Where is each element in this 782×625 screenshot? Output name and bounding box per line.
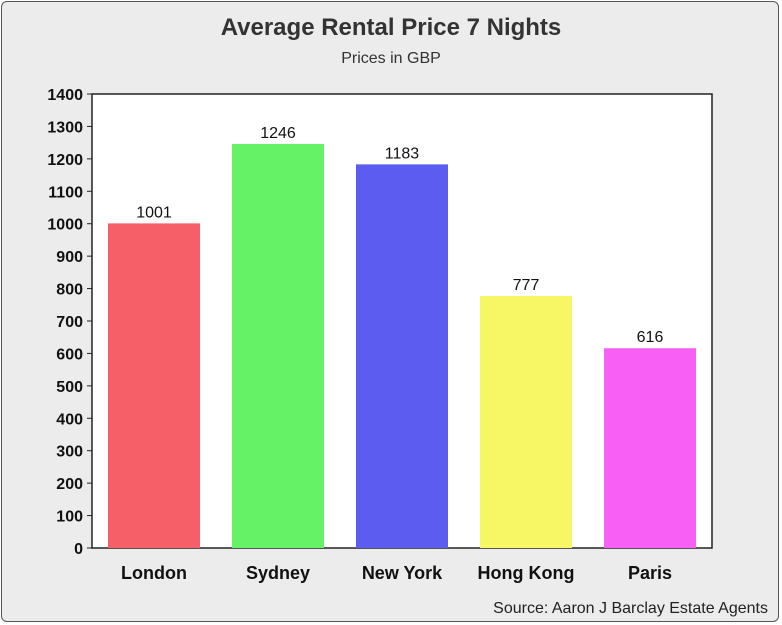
y-tick-label: 800 bbox=[56, 282, 83, 299]
bar-value-label: 777 bbox=[513, 277, 540, 294]
bar-value-label: 1001 bbox=[136, 204, 172, 221]
data-labels: 1001 1246 1183 777 616 bbox=[136, 125, 663, 346]
y-tick-label: 1100 bbox=[48, 184, 83, 201]
bar-value-label: 616 bbox=[637, 329, 664, 346]
bars bbox=[108, 143, 696, 548]
chart-title: Average Rental Price 7 Nights bbox=[220, 14, 562, 41]
y-tick-label: 1400 bbox=[47, 87, 83, 104]
y-tick-label: 1200 bbox=[47, 152, 83, 169]
bar bbox=[108, 223, 200, 548]
category-label: Hong Kong bbox=[478, 563, 575, 583]
y-tick-label: 200 bbox=[56, 476, 83, 493]
category-label: London bbox=[121, 563, 187, 583]
category-label: Paris bbox=[628, 563, 672, 583]
category-label: New York bbox=[362, 563, 443, 583]
bar-value-label: 1183 bbox=[385, 145, 420, 162]
category-label: Sydney bbox=[246, 563, 310, 583]
y-tick-label: 100 bbox=[56, 509, 83, 526]
source-note: Source: Aaron J Barclay Estate Agents bbox=[493, 600, 768, 617]
y-tick-label: 500 bbox=[56, 379, 83, 396]
y-axis-ticks: 0 100 200 300 400 500 600 700 800 900 1000 1100 1200… bbox=[47, 87, 92, 558]
y-tick-label: 300 bbox=[56, 444, 83, 461]
bar bbox=[604, 348, 696, 548]
chart-subtitle: Prices in GBP bbox=[341, 50, 441, 67]
bar-value-label: 1246 bbox=[260, 125, 296, 142]
bar bbox=[480, 296, 572, 548]
y-tick-label: 900 bbox=[56, 249, 83, 266]
y-tick-label: 0 bbox=[74, 541, 83, 558]
y-tick-label: 1000 bbox=[47, 217, 83, 234]
bar bbox=[232, 143, 324, 548]
y-tick-label: 600 bbox=[56, 346, 83, 363]
y-tick-label: 1300 bbox=[47, 119, 83, 136]
bar bbox=[356, 164, 448, 548]
y-tick-label: 400 bbox=[56, 411, 83, 428]
y-tick-label: 700 bbox=[56, 314, 83, 331]
x-axis-labels: London Sydney New York Hong Kong Paris bbox=[121, 563, 672, 583]
